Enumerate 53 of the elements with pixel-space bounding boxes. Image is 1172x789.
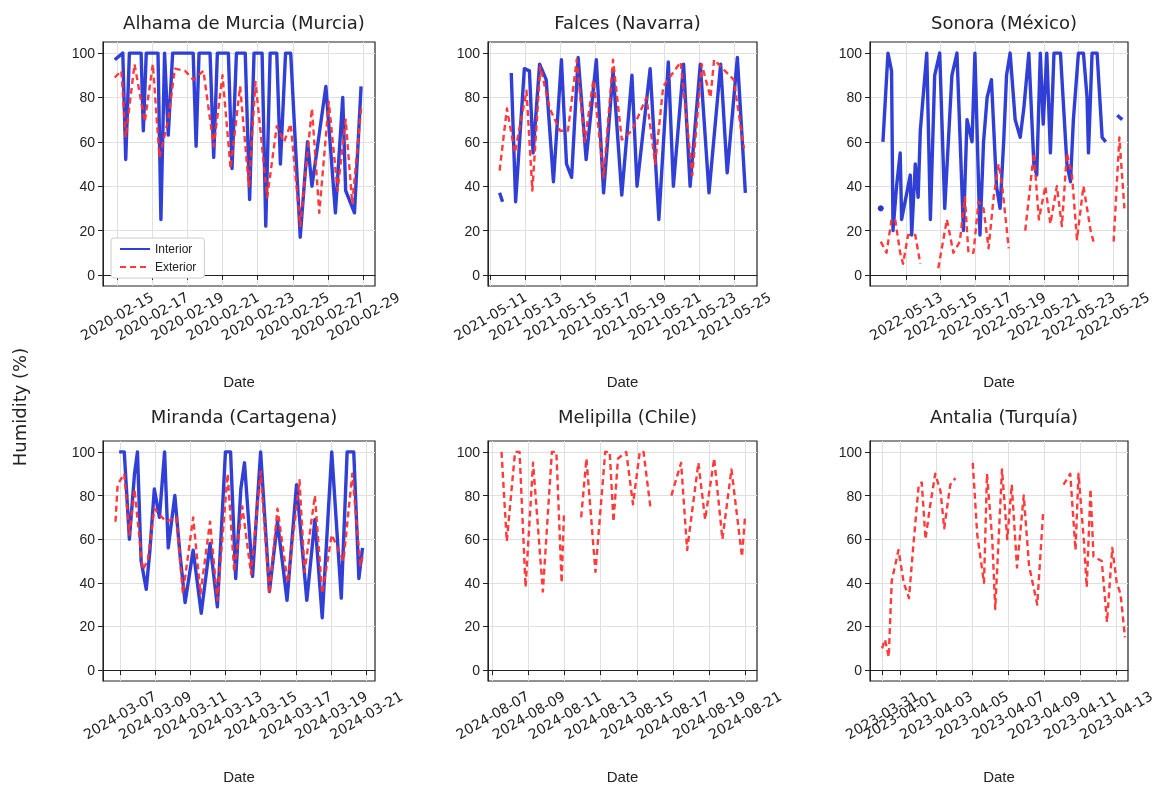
y-tick-label: 20 xyxy=(464,222,481,239)
y-tick-label: 0 xyxy=(87,662,96,679)
y-tick-label: 80 xyxy=(846,487,863,504)
x-axis-title: Date xyxy=(606,768,639,785)
y-tick-label: 80 xyxy=(464,487,481,504)
line-series xyxy=(114,470,364,602)
chart-title: Miranda (Cartagena) xyxy=(150,405,338,427)
y-tick-label: 40 xyxy=(79,574,96,591)
y-tick-label: 20 xyxy=(846,618,863,635)
y-tick-label: 80 xyxy=(464,89,481,106)
y-tick-label: 100 xyxy=(456,45,481,62)
chart-title: Melipilla (Chile) xyxy=(558,405,697,427)
y-tick-label: 0 xyxy=(854,266,863,283)
y-tick-label: 0 xyxy=(854,662,863,679)
y-tick-label: 100 xyxy=(838,443,863,460)
y-tick-label: 80 xyxy=(846,89,863,106)
y-tick-label: 0 xyxy=(472,266,481,283)
y-tick-label: 40 xyxy=(846,178,863,195)
chart-title: Alhama de Murcia (Murcia) xyxy=(123,11,365,33)
chart-title: Antalia (Turquía) xyxy=(929,405,1079,427)
x-axis-title: Date xyxy=(223,373,255,390)
y-tick-label: 60 xyxy=(79,133,96,150)
y-tick-label: 0 xyxy=(87,266,96,283)
x-axis-title: Date xyxy=(606,373,639,390)
y-tick-label: 60 xyxy=(79,531,96,548)
y-tick-label: 80 xyxy=(79,487,96,504)
y-tick-label: 40 xyxy=(79,178,96,195)
y-tick-label: 20 xyxy=(79,618,96,635)
y-tick-label: 60 xyxy=(846,531,863,548)
y-tick-label: 20 xyxy=(846,222,863,239)
line-series xyxy=(498,58,746,192)
y-axis-title: Humidity (%) xyxy=(8,346,31,469)
x-axis-title: Date xyxy=(983,768,1015,785)
chart-title: Sonora (México) xyxy=(931,11,1077,33)
y-tick-label: 100 xyxy=(456,443,481,460)
y-tick-label: 80 xyxy=(79,89,96,106)
y-tick-label: 100 xyxy=(71,443,96,460)
legend-label: Exterior xyxy=(155,260,197,274)
y-tick-label: 40 xyxy=(464,574,481,591)
y-tick-label: 100 xyxy=(838,45,863,62)
y-tick-label: 0 xyxy=(472,662,481,679)
chart-title: Falces (Navarra) xyxy=(554,11,701,33)
y-tick-label: 60 xyxy=(464,531,481,548)
y-tick-label: 40 xyxy=(846,574,863,591)
x-axis-title: Date xyxy=(223,768,255,785)
y-tick-label: 60 xyxy=(846,133,863,150)
y-tick-label: 20 xyxy=(79,222,96,239)
y-tick-label: 60 xyxy=(464,133,481,150)
legend-label: Interior xyxy=(155,242,193,256)
y-tick-label: 20 xyxy=(464,618,481,635)
x-axis-title: Date xyxy=(983,373,1015,390)
y-tick-label: 100 xyxy=(71,45,96,62)
y-tick-label: 40 xyxy=(464,178,481,195)
